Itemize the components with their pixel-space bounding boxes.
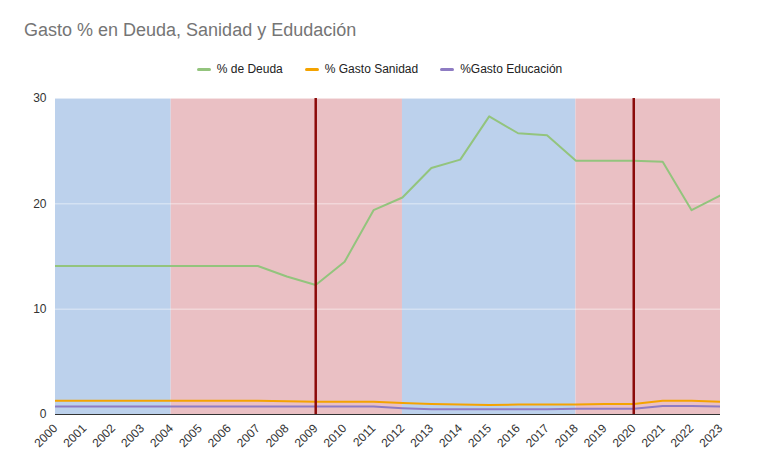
- svg-text:2022: 2022: [668, 421, 697, 450]
- svg-text:10: 10: [33, 302, 47, 316]
- svg-text:2019: 2019: [581, 421, 610, 450]
- svg-text:2017: 2017: [523, 421, 552, 450]
- svg-text:2007: 2007: [234, 421, 263, 450]
- svg-text:2000: 2000: [32, 421, 61, 450]
- svg-text:0: 0: [40, 407, 47, 421]
- svg-text:2010: 2010: [321, 421, 350, 450]
- svg-text:20: 20: [33, 197, 47, 211]
- svg-text:2023: 2023: [697, 421, 726, 450]
- svg-text:2016: 2016: [494, 421, 523, 450]
- svg-text:2018: 2018: [552, 421, 581, 450]
- svg-text:2001: 2001: [60, 421, 89, 450]
- html-text:% de Deuda: % de Deuda: [216, 62, 283, 76]
- svg-text:2003: 2003: [118, 421, 147, 450]
- svg-text:2011: 2011: [350, 421, 378, 449]
- html-text:%Gasto Educación: %Gasto Educación: [460, 62, 563, 76]
- html-text:% Gasto Sanidad: % Gasto Sanidad: [324, 62, 419, 76]
- svg-text:2009: 2009: [292, 421, 321, 450]
- svg-text:2005: 2005: [176, 421, 205, 450]
- svg-text:2012: 2012: [379, 421, 408, 450]
- html-text:Gasto % en Deuda, Sanidad y Ed: Gasto % en Deuda, Sanidad y Edudación: [24, 20, 357, 40]
- svg-text:2013: 2013: [407, 421, 436, 450]
- svg-text:2015: 2015: [465, 421, 494, 450]
- svg-text:30: 30: [33, 91, 47, 105]
- svg-text:2020: 2020: [610, 421, 639, 450]
- svg-text:2006: 2006: [205, 421, 234, 450]
- svg-text:2021: 2021: [639, 421, 668, 450]
- svg-text:2008: 2008: [263, 421, 292, 450]
- svg-text:2004: 2004: [147, 421, 176, 450]
- svg-text:2014: 2014: [436, 421, 465, 450]
- svg-text:2002: 2002: [89, 421, 118, 450]
